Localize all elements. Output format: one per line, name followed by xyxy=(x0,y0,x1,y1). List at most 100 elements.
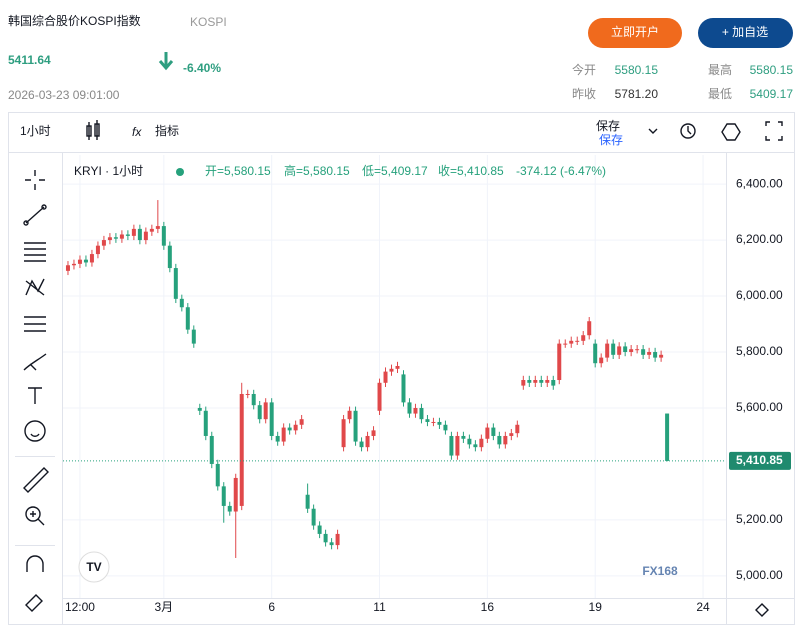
chart-frame xyxy=(8,112,795,625)
last-price-label: 5,410.85 xyxy=(736,453,783,467)
candle-body xyxy=(317,525,322,534)
candle-body xyxy=(389,368,394,372)
candle-body xyxy=(95,245,100,255)
candle-body xyxy=(287,427,292,431)
candle-body xyxy=(545,379,550,383)
candle-body xyxy=(569,340,574,344)
title: 韩国综合股价KOSPI指数 xyxy=(8,13,141,28)
candle-body xyxy=(419,407,424,420)
y-tick-label: 5,600.00 xyxy=(736,400,783,414)
candle-body xyxy=(491,427,496,436)
save-sub[interactable]: 保存 xyxy=(599,133,623,147)
candle-body xyxy=(215,463,220,487)
stat-value: 5580.15 xyxy=(615,63,659,77)
candle-body xyxy=(473,444,478,448)
candle-body xyxy=(191,329,196,344)
candle-body xyxy=(89,254,94,263)
axis-settings[interactable] xyxy=(755,603,769,617)
candle-body xyxy=(77,259,82,264)
candle-body xyxy=(665,413,670,461)
open-account-button[interactable] xyxy=(588,18,682,48)
change: -6.40% xyxy=(183,61,221,75)
candle-body xyxy=(209,435,214,464)
candle-body xyxy=(137,228,142,241)
fx-icon[interactable]: fx xyxy=(132,125,142,139)
candle-body xyxy=(257,405,262,420)
candle-body xyxy=(401,374,406,403)
interval[interactable]: 1小时 xyxy=(20,124,51,138)
candle-body xyxy=(383,371,388,383)
candle-body xyxy=(509,433,514,436)
candle-body xyxy=(65,265,70,271)
status-dot xyxy=(176,168,184,176)
tv-logo-mark[interactable]: TV xyxy=(86,560,101,574)
candle-body xyxy=(395,366,400,369)
candle-body xyxy=(515,424,520,434)
candle-body xyxy=(599,357,604,364)
y-tick-label: 5,800.00 xyxy=(736,344,783,358)
candle-icon[interactable] xyxy=(86,120,100,140)
candle-body xyxy=(575,340,580,342)
timestamp: 2026-03-23 09:01:00 xyxy=(8,88,120,102)
code: KOSPI xyxy=(190,15,227,29)
x-tick-label: 24 xyxy=(696,600,710,614)
candle-body xyxy=(245,393,250,395)
candle-body xyxy=(293,424,298,431)
candle-body xyxy=(653,352,658,358)
candle-body xyxy=(479,438,484,448)
candle-body xyxy=(149,228,154,232)
drawing-tools[interactable] xyxy=(23,170,49,612)
candle-body xyxy=(167,245,172,269)
candle-body xyxy=(593,343,598,364)
watchlist-button[interactable] xyxy=(698,18,793,48)
candle-body xyxy=(197,407,202,411)
candle-body xyxy=(551,379,556,386)
candle-body xyxy=(125,234,130,236)
candle-body xyxy=(161,226,166,246)
legend-symbol: KRYI · 1小时 xyxy=(74,164,143,178)
candle-body xyxy=(221,486,226,506)
candle-body xyxy=(611,343,616,355)
candle-body xyxy=(107,237,112,241)
candle-body xyxy=(497,435,502,445)
candle-body xyxy=(143,231,148,241)
candle-body xyxy=(347,410,352,420)
plot: 5,000.00 5,200.00 5,600.00 5,800.00 6,000.00… xyxy=(63,155,791,614)
x-tick-label: 11 xyxy=(373,600,386,614)
candle-body xyxy=(269,402,274,436)
candle-body xyxy=(227,505,232,512)
stat-label: 昨收 xyxy=(572,87,596,101)
candle-body xyxy=(425,419,430,422)
open-account-label[interactable]: 立即开户 xyxy=(611,24,659,39)
tv-logo[interactable] xyxy=(78,551,110,583)
stat-label: 最低 xyxy=(708,87,732,101)
candle-body xyxy=(233,477,238,512)
alert-icon[interactable] xyxy=(680,123,696,139)
settings-icon[interactable] xyxy=(721,123,741,141)
candle-body xyxy=(251,393,256,406)
legend-high: 高=5,580.15 xyxy=(284,163,350,178)
fullscreen-icon[interactable] xyxy=(765,121,783,141)
candle-body xyxy=(623,346,628,353)
candle-body xyxy=(101,240,106,246)
candle-body xyxy=(443,424,448,431)
save-menu[interactable] xyxy=(648,128,658,134)
watchlist-label[interactable]: + 加自选 xyxy=(722,25,768,39)
candle-body xyxy=(329,542,334,546)
candle-body xyxy=(179,298,184,308)
indicators[interactable]: 指标 xyxy=(155,123,179,138)
last-price-tag xyxy=(729,451,791,470)
candle-body xyxy=(449,435,454,456)
candle-body xyxy=(341,419,346,448)
save[interactable]: 保存 xyxy=(596,119,620,133)
candle-body xyxy=(263,402,268,420)
candle-body xyxy=(605,343,610,358)
candle-body xyxy=(71,263,76,266)
legend-open: 开=5,580.15 xyxy=(205,164,271,178)
down-arrow xyxy=(158,52,174,71)
candle-body xyxy=(629,349,634,353)
stat-label: 最高 xyxy=(708,62,732,77)
candle-body xyxy=(659,354,664,358)
candle-body xyxy=(587,321,592,336)
